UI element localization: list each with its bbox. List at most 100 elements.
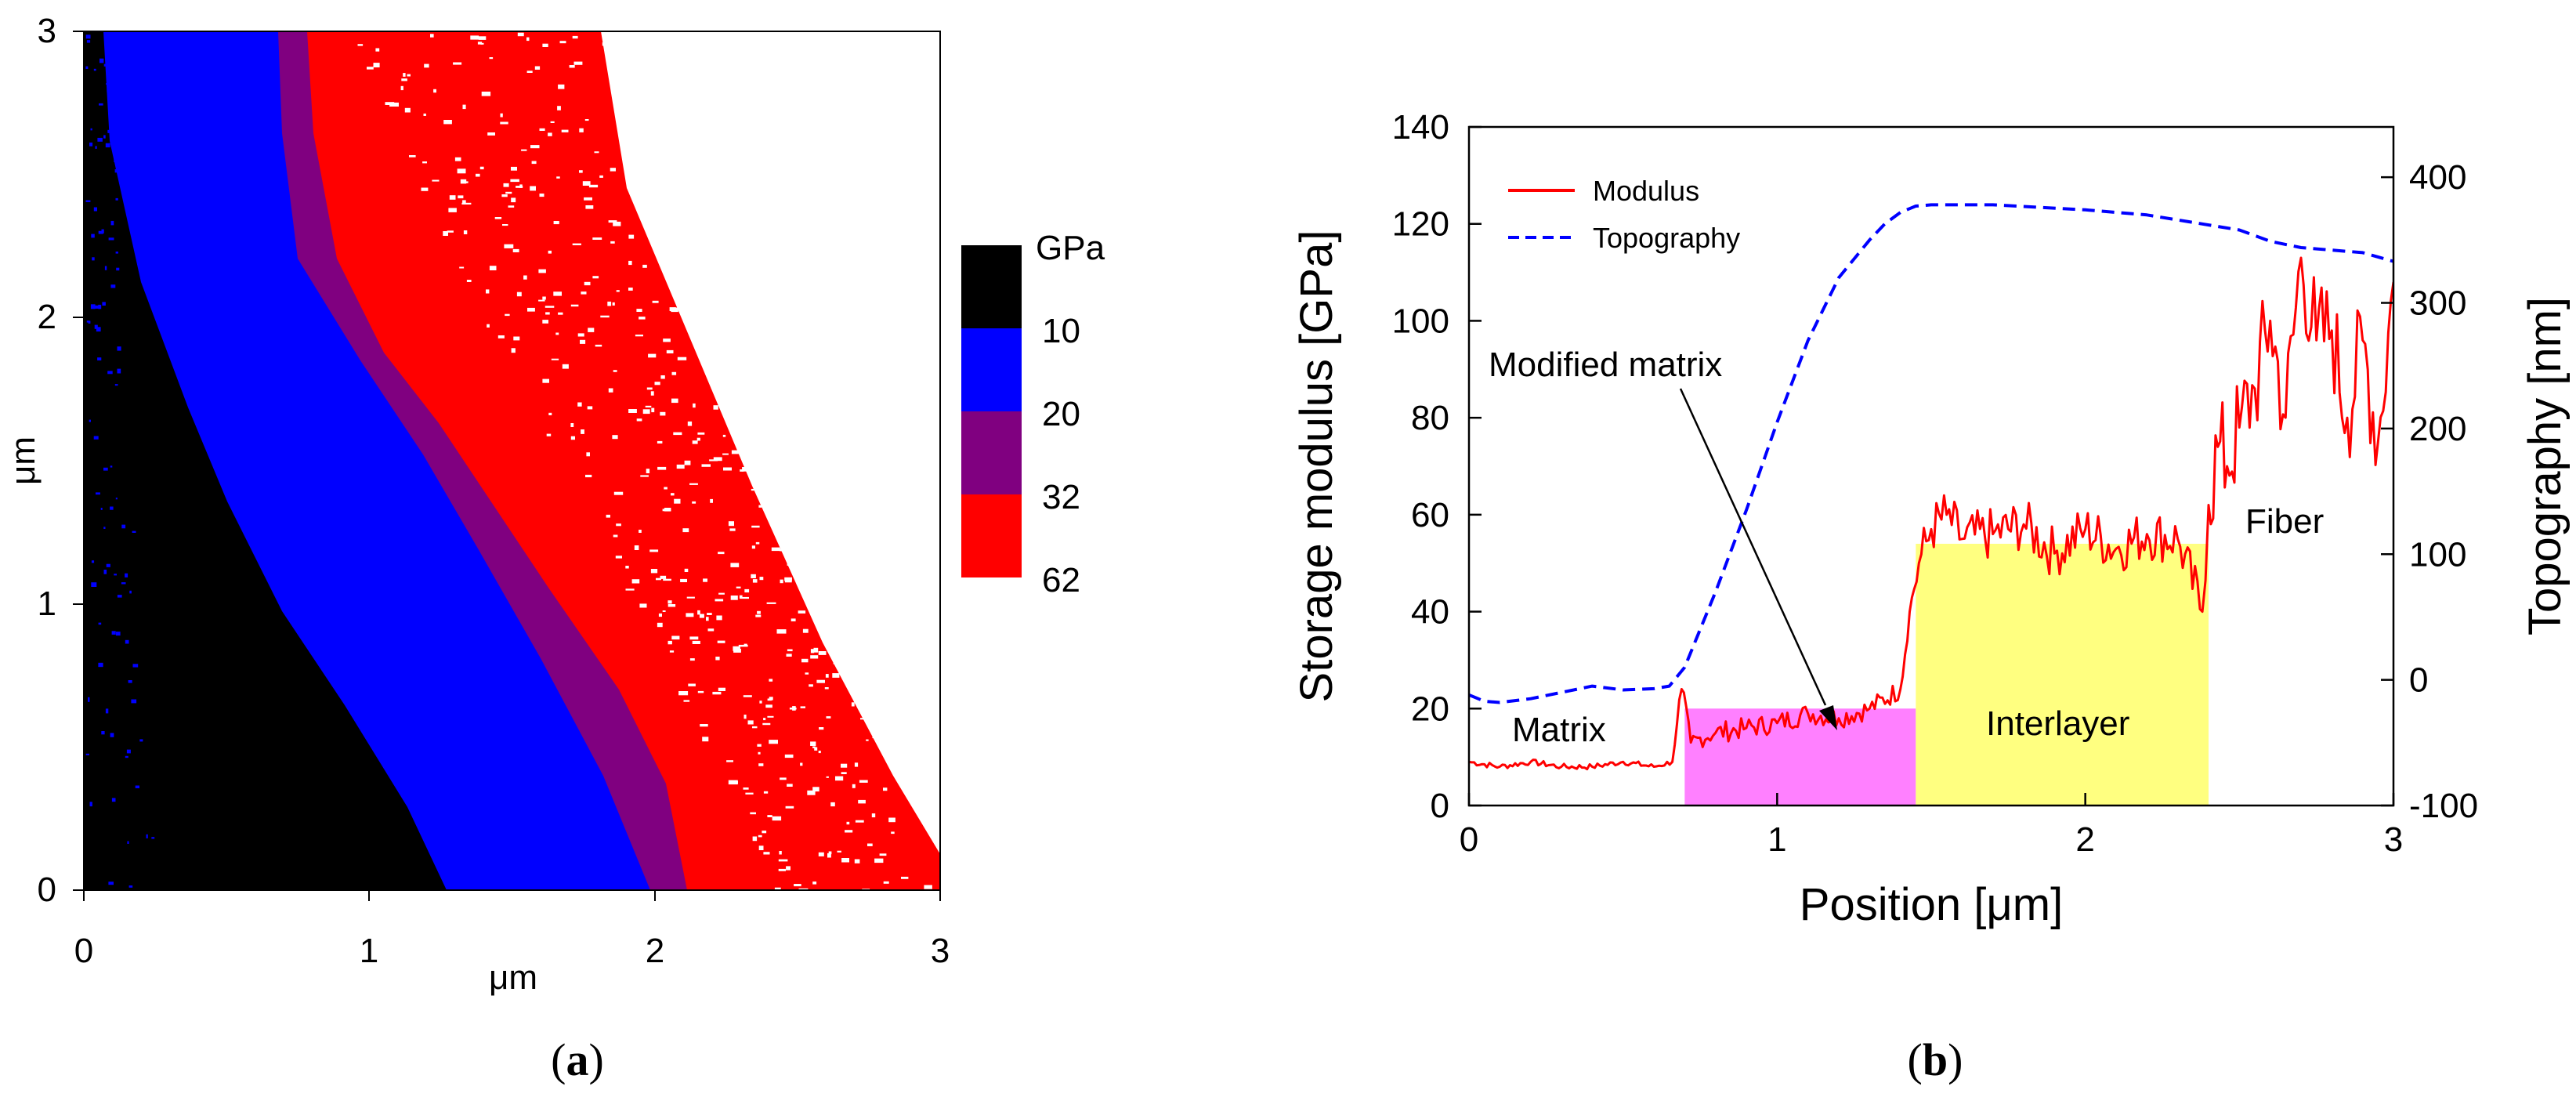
map-speckle-blue — [121, 525, 125, 529]
y-tick-label: 80 — [1411, 399, 1449, 437]
map-speckle-white — [792, 706, 796, 711]
map-speckle-white — [521, 150, 526, 151]
map-speckle-blue — [121, 582, 126, 584]
map-speckle-white — [464, 230, 467, 234]
map-speckle-white — [750, 813, 756, 815]
map-speckle-white — [527, 71, 533, 73]
map-speckle-blue — [99, 59, 103, 63]
map-speckle-white — [707, 613, 712, 615]
map-speckle-white — [838, 851, 841, 853]
map-speckle-white — [646, 406, 652, 407]
map-speckle-white — [751, 526, 759, 528]
map-speckle-white — [855, 860, 860, 863]
map-speckle-white — [737, 647, 740, 649]
modulus-profile-chart: 0 1 2 3020406080100120140-1000100200300400 … — [1291, 108, 2571, 1085]
map-speckle-white — [829, 852, 832, 855]
map-speckle-white — [724, 415, 728, 418]
map-speckle-white — [504, 183, 509, 187]
map-speckle-white — [714, 405, 718, 410]
map-speckle-white — [767, 815, 772, 817]
map-speckle-blue — [133, 664, 139, 667]
map-speckle-white — [470, 35, 479, 39]
map-speckle-blue — [103, 527, 105, 529]
map-speckle-white — [860, 718, 867, 719]
map-speckle-white — [819, 853, 824, 856]
map-speckle-white — [888, 818, 895, 823]
map-speckle-white — [811, 649, 814, 653]
map-speckle-white — [859, 780, 868, 783]
map-y-tick-label: 3 — [38, 12, 56, 50]
modulus-map-panel: 0 1 2 3 μm 0 1 2 3 μm GPa 10 20 32 — [4, 12, 1105, 1085]
map-speckle-blue — [114, 574, 117, 575]
map-speckle-white — [712, 692, 721, 694]
map-speckle-white — [548, 132, 552, 136]
map-speckle-white — [693, 641, 700, 644]
map-speckle-white — [814, 648, 819, 653]
map-speckle-white — [663, 339, 671, 342]
map-speckle-blue — [103, 468, 108, 471]
map-speckle-white — [403, 73, 405, 77]
map-speckle-white — [673, 433, 682, 436]
map-speckle-white — [787, 653, 792, 657]
legend-topography-label: Topography — [1593, 222, 1740, 254]
map-speckle-white — [688, 684, 696, 686]
map-speckle-white — [511, 167, 517, 171]
map-speckle-blue — [147, 835, 148, 838]
map-speckle-white — [697, 433, 704, 435]
map-speckle-white — [780, 580, 783, 584]
map-speckle-white — [606, 515, 610, 518]
map-speckle-white — [745, 793, 753, 795]
map-speckle-white — [740, 597, 749, 599]
map-speckle-blue — [89, 321, 91, 324]
map-speckle-white — [760, 577, 764, 580]
map-speckle-blue — [151, 837, 154, 838]
map-speckle-white — [814, 748, 817, 751]
map-speckle-white — [628, 261, 632, 265]
map-speckle-white — [684, 700, 690, 701]
map-y-axis: 0 1 2 3 μm — [4, 12, 84, 909]
map-speckle-white — [758, 752, 761, 755]
map-speckle-white — [490, 266, 497, 270]
map-speckle-blue — [110, 733, 114, 737]
map-speckle-white — [637, 418, 642, 421]
map-speckle-white — [809, 684, 813, 686]
map-speckle-white — [647, 388, 653, 390]
map-speckle-white — [825, 687, 829, 690]
map-speckle-white — [513, 249, 519, 252]
y2-axis-label: Topography [nm] — [2520, 297, 2571, 635]
figure: 0 1 2 3 μm 0 1 2 3 μm GPa 10 20 32 — [0, 0, 2576, 1097]
colorbar-level: 10 — [1042, 312, 1080, 350]
map-speckle-white — [670, 650, 674, 653]
map-speckle-blue — [116, 252, 118, 254]
map-speckle-white — [807, 791, 815, 795]
map-speckle-white — [595, 345, 602, 347]
map-speckle-white — [642, 265, 647, 268]
map-speckle-white — [873, 736, 877, 739]
map-speckle-white — [651, 408, 654, 413]
map-speckle-white — [639, 530, 642, 533]
map-speckle-white — [479, 36, 487, 40]
y-tick-label: 20 — [1411, 690, 1449, 728]
map-speckle-white — [826, 674, 829, 678]
map-speckle-blue — [88, 697, 90, 702]
map-speckle-white — [632, 579, 640, 583]
map-speckle-blue — [136, 786, 139, 789]
map-speckle-white — [626, 588, 635, 590]
map-speckle-white — [554, 221, 559, 224]
map-speckle-white — [772, 548, 780, 552]
map-speckle-white — [545, 306, 555, 308]
map-speckle-blue — [127, 750, 131, 754]
map-speckle-white — [480, 167, 484, 169]
map-speckle-white — [374, 63, 380, 67]
map-speckle-white — [702, 737, 708, 741]
map-speckle-white — [838, 654, 843, 658]
map-speckle-white — [690, 658, 695, 661]
map-speckle-white — [535, 67, 540, 70]
map-speckle-white — [668, 600, 671, 603]
map-speckle-blue — [94, 208, 97, 212]
map-speckle-white — [729, 521, 734, 526]
map-speckle-white — [787, 650, 793, 652]
map-speckle-blue — [110, 507, 114, 510]
map-speckle-white — [667, 350, 674, 353]
map-speckle-white — [453, 63, 461, 65]
